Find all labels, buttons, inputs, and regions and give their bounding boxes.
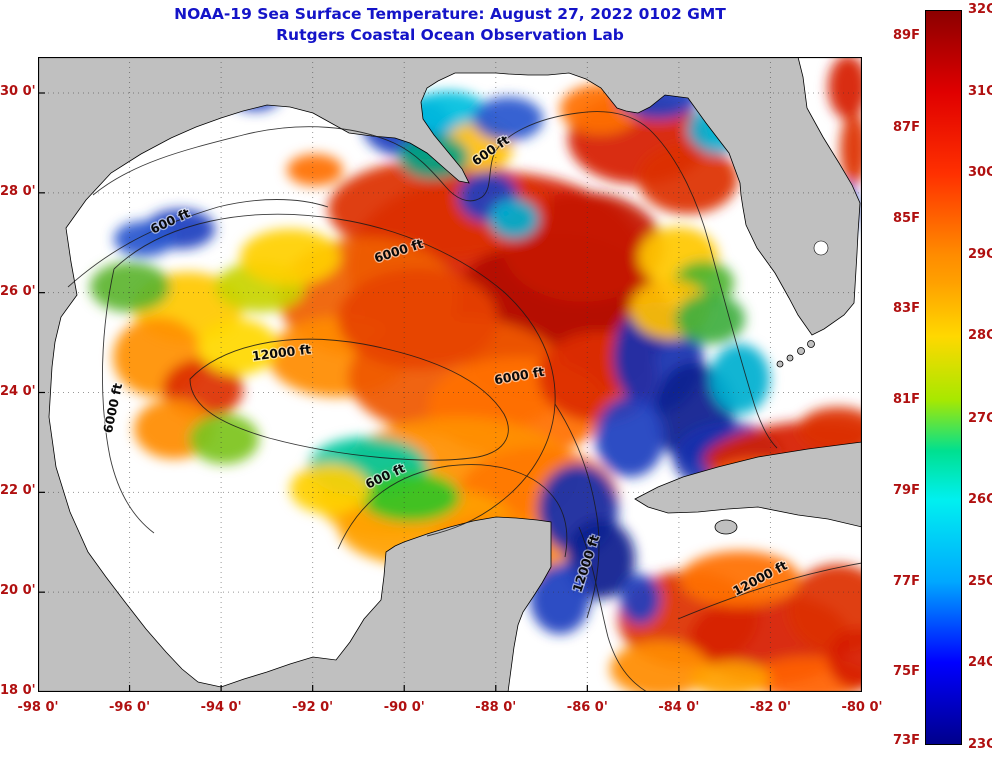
sst-patch [489, 199, 539, 239]
colorbar-fahrenheit-label: 85F [893, 210, 920, 226]
land-florida-keys [797, 347, 805, 355]
map-title: NOAA-19 Sea Surface Temperature: August … [174, 5, 726, 23]
colorbar-celsius-label: 32C [968, 2, 992, 17]
title-block: NOAA-19 Sea Surface Temperature: August … [38, 4, 862, 46]
colorbar-celsius-label: 28C [968, 328, 992, 344]
x-tick-label: -86 0' [566, 700, 608, 715]
sst-patch [840, 113, 862, 185]
colorbar-celsius-label: 27C [968, 410, 992, 426]
sst-patch [690, 661, 770, 692]
sst-patch [828, 57, 862, 119]
plot-border [38, 57, 862, 692]
y-tick-label: 24 0' [0, 383, 36, 399]
sst-patch [610, 641, 710, 692]
sst-patch [638, 144, 738, 214]
map-subtitle: Rutgers Coastal Ocean Observation Lab [276, 26, 624, 44]
land-florida-keys [807, 340, 815, 348]
sst-patch [287, 154, 343, 186]
sst-patch [675, 294, 745, 344]
colorbar-fahrenheit-label: 81F [893, 392, 920, 408]
sst-patch [798, 407, 862, 451]
colorbar-fahrenheit-label: 79F [893, 482, 920, 498]
sst-patch [595, 397, 665, 477]
x-tick-label: -80 0' [841, 700, 883, 715]
colorbar-fahrenheit-label: 73F [893, 733, 920, 749]
colorbar-celsius-label: 26C [968, 492, 992, 508]
land-masses [38, 57, 862, 692]
y-tick-label: 22 0' [0, 483, 36, 499]
contour-line-6000ft [113, 213, 556, 537]
x-tick-label: -88 0' [475, 700, 517, 715]
x-tick-label: -82 0' [749, 700, 791, 715]
contour-line-12000ft [189, 338, 509, 461]
map-plot: 600 ft 600 ft 6000 ft 12000 ft 6000 ft 6000 f… [0, 57, 883, 715]
land-mainland [38, 57, 861, 692]
colorbar-fahrenheit-label: 83F [893, 301, 920, 317]
colorbar-celsius-label: 29C [968, 246, 992, 262]
contour-line-6000ft [101, 268, 155, 534]
contour-line-12000ft [677, 562, 862, 620]
sst-patch [338, 269, 498, 369]
colorbar-celsius-label: 25C [968, 573, 992, 589]
y-tick-label: 20 0' [0, 583, 36, 599]
colorbar-celsius-label: 30C [968, 165, 992, 181]
y-tick-label: 30 0' [0, 84, 36, 99]
sst-patch [240, 229, 340, 285]
colorbar-fahrenheit-label: 77F [893, 573, 920, 589]
colorbar-fahrenheit-label: 89F [893, 27, 920, 43]
contour-line-600ft [67, 199, 329, 288]
land-isla-juventud [714, 519, 738, 535]
contour-line-600ft [92, 111, 778, 449]
sst-patch [198, 319, 278, 375]
sst-patch [788, 564, 862, 654]
colorbar-celsius-label: 31C [968, 83, 992, 99]
contour-line-12000ft [578, 526, 648, 692]
y-tick-label: 28 0' [0, 183, 36, 199]
x-tick-label: -92 0' [292, 700, 334, 715]
lake-okeechobee [813, 240, 829, 256]
colorbar-celsius-label: 23C [968, 737, 992, 752]
grid-lines [38, 57, 862, 692]
colorbar-celsius-label: 24C [968, 655, 992, 671]
land-florida-keys [786, 354, 794, 362]
colorbar-fahrenheit-label: 75F [893, 664, 920, 680]
sst-patch [530, 564, 590, 634]
sst-patch [473, 97, 543, 141]
contour-line-600ft [337, 464, 568, 558]
y-tick-label: 18 0' [0, 683, 36, 698]
y-tick-label: 26 0' [0, 283, 36, 299]
land-florida-keys [776, 360, 784, 368]
sst-patch [620, 574, 660, 624]
sst-patch [360, 472, 460, 522]
x-tick-label: -84 0' [658, 700, 700, 715]
x-tick-label: -90 0' [383, 700, 425, 715]
land-cuba [634, 441, 862, 528]
depth-contours [67, 111, 862, 692]
axis-tick-marks [38, 92, 862, 692]
sst-field [90, 57, 862, 692]
sst-patch [114, 221, 174, 257]
colorbar-fahrenheit-label: 87F [893, 119, 920, 135]
sst-patch [828, 629, 862, 689]
colorbar [925, 10, 962, 745]
sst-patch [189, 414, 259, 464]
contour-line-6000ft [554, 403, 600, 619]
sst-patch [290, 464, 370, 514]
sst-patch [710, 344, 770, 414]
x-tick-label: -96 0' [109, 700, 151, 715]
x-tick-label: -98 0' [17, 700, 59, 715]
x-tick-label: -94 0' [200, 700, 242, 715]
